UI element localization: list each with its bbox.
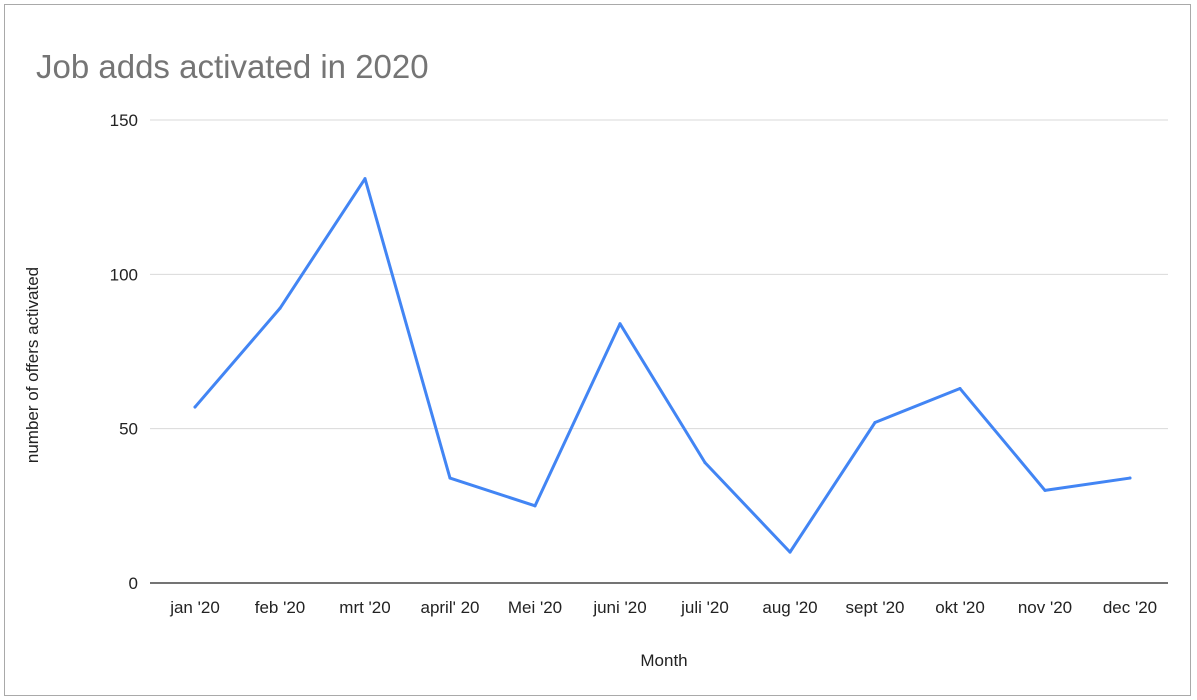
- x-tick-label: dec '20: [1103, 598, 1157, 617]
- x-tick-label: aug '20: [762, 598, 817, 617]
- x-tick-label: feb '20: [255, 598, 306, 617]
- data-point: [363, 177, 367, 181]
- x-axis-title: Month: [640, 651, 687, 670]
- data-point: [533, 504, 537, 508]
- x-tick-label: april' 20: [420, 598, 479, 617]
- x-tick-label: juli '20: [680, 598, 729, 617]
- data-point: [278, 306, 282, 310]
- data-point: [1128, 476, 1132, 480]
- data-point: [448, 476, 452, 480]
- x-tick-label: nov '20: [1018, 598, 1072, 617]
- data-point: [193, 405, 197, 409]
- chart-frame: [4, 4, 1191, 696]
- x-tick-label: juni '20: [592, 598, 646, 617]
- y-tick-label: 0: [129, 574, 138, 593]
- y-tick-label: 100: [110, 265, 138, 284]
- gridlines: [150, 119, 1168, 584]
- data-point: [618, 322, 622, 326]
- x-tick-label: okt '20: [935, 598, 985, 617]
- x-axis-tick-labels: jan '20 feb '20 mrt '20 april' 20 Mei '20 jun…: [169, 598, 1157, 617]
- data-point: [1043, 488, 1047, 492]
- x-tick-label: mrt '20: [339, 598, 390, 617]
- y-axis-tick-labels: 0 50 100 150: [110, 111, 138, 593]
- x-tick-label: sept '20: [845, 598, 904, 617]
- y-axis-title: number of offers activated: [23, 267, 42, 463]
- chart-title: Job adds activated in 2020: [36, 48, 429, 85]
- series-line: [193, 177, 1132, 554]
- x-tick-label: jan '20: [169, 598, 220, 617]
- data-point: [958, 387, 962, 391]
- x-tick-label: Mei '20: [508, 598, 562, 617]
- data-point: [873, 420, 877, 424]
- y-tick-label: 150: [110, 111, 138, 130]
- series-line-layer: [193, 177, 1132, 554]
- y-tick-label: 50: [119, 420, 138, 439]
- data-point: [703, 461, 707, 465]
- data-point: [788, 550, 792, 554]
